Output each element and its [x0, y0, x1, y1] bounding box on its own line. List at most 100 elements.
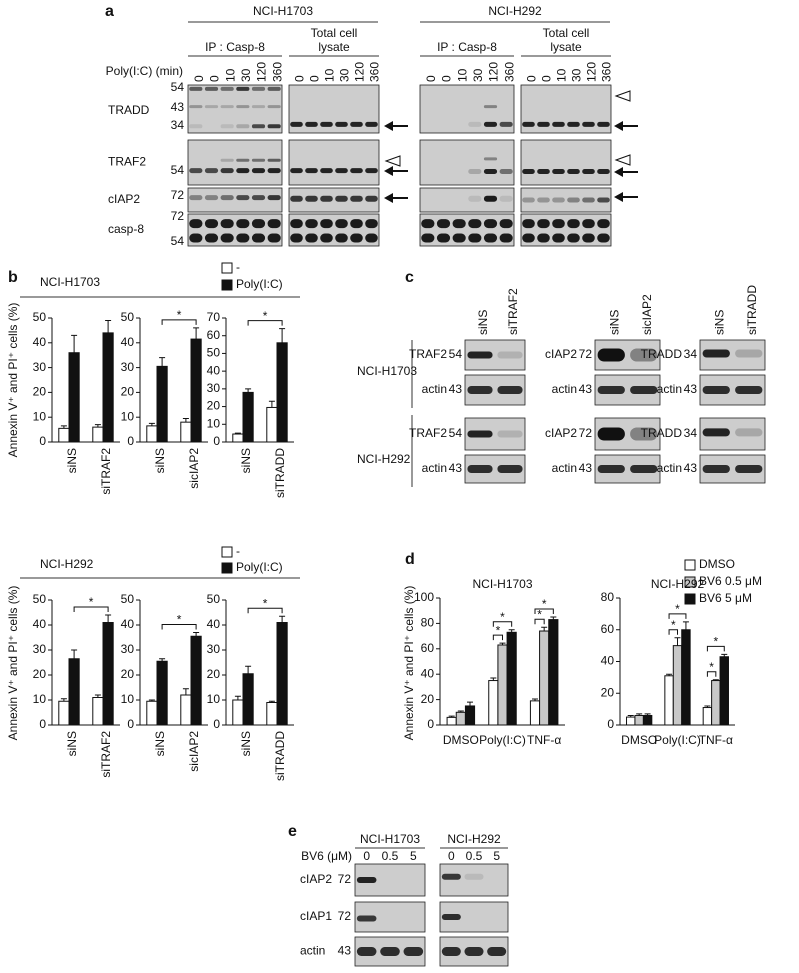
protein-label: casp-8	[108, 222, 144, 236]
bar	[719, 656, 729, 726]
y-tick-label: 60	[421, 641, 435, 655]
band	[267, 158, 281, 162]
blot	[288, 187, 380, 213]
band	[350, 121, 363, 127]
band	[320, 195, 333, 202]
band	[267, 233, 281, 243]
chart-title: NCI-H1703	[472, 577, 532, 591]
significance-bracket	[706, 671, 717, 677]
band	[305, 195, 318, 202]
y-tick-label: 40	[33, 335, 47, 349]
x-tick-label: Poly(I:C)	[654, 733, 701, 747]
blot	[520, 139, 612, 186]
significance-bracket	[492, 634, 503, 641]
band	[522, 197, 535, 203]
y-tick-label: 10	[33, 692, 47, 706]
bar	[232, 433, 244, 443]
mw-marker: 54	[171, 80, 185, 94]
mw-marker: 54	[449, 426, 463, 440]
x-tick-label: siNS	[239, 448, 253, 473]
bar	[681, 629, 691, 726]
group-label: Total cell	[311, 26, 358, 40]
band	[220, 168, 234, 174]
band	[236, 219, 250, 229]
band	[204, 168, 219, 174]
band	[630, 348, 658, 362]
legend-swatch	[684, 559, 696, 571]
significance-bracket	[534, 618, 545, 625]
error-bar	[245, 388, 252, 393]
band	[267, 124, 281, 129]
bar	[180, 421, 192, 443]
error-bar	[508, 629, 515, 633]
band	[365, 168, 378, 174]
band	[735, 386, 763, 394]
significance-bracket	[492, 621, 513, 627]
lane-label: 0	[293, 75, 307, 82]
legend-swatch	[221, 546, 233, 558]
y-tick-label: 0	[427, 717, 434, 731]
band	[537, 233, 550, 243]
band	[467, 386, 493, 394]
legend-label: DMSO	[699, 557, 735, 571]
bar	[146, 425, 158, 443]
y-tick-label: 30	[207, 381, 221, 395]
error-bar	[712, 679, 719, 681]
y-tick-label: 70	[207, 310, 221, 324]
band	[320, 233, 333, 243]
protein-label: cIAP2	[300, 872, 332, 886]
mw-marker: 72	[338, 872, 352, 886]
mw-marker: 54	[449, 347, 463, 361]
band	[467, 351, 493, 359]
y-tick-label: 30	[33, 360, 47, 374]
significance-bracket	[161, 624, 197, 630]
band	[630, 427, 658, 441]
band	[487, 947, 507, 956]
x-tick-label: siTRAF2	[99, 448, 113, 495]
band	[236, 168, 250, 174]
significance-bracket	[161, 319, 197, 325]
lane-label: sicIAP2	[640, 294, 654, 335]
band	[350, 168, 363, 174]
lane-label: siNS	[712, 310, 726, 335]
band	[305, 233, 318, 243]
arrow-head	[614, 121, 623, 131]
band	[320, 168, 333, 174]
mw-marker: 72	[579, 347, 593, 361]
bar	[92, 426, 104, 443]
band	[552, 197, 565, 203]
band	[537, 121, 550, 127]
band	[597, 219, 610, 229]
bar	[446, 716, 457, 726]
significance-bracket	[706, 645, 725, 652]
protein-label: TRADD	[641, 426, 683, 440]
y-tick-label: 30	[121, 360, 135, 374]
bar	[634, 714, 644, 726]
error-bar	[71, 649, 78, 659]
bar	[58, 427, 70, 443]
band	[267, 105, 281, 109]
bar	[497, 644, 508, 726]
band	[537, 219, 550, 229]
band	[597, 197, 610, 203]
lane-label: 5	[493, 849, 500, 863]
error-bar	[279, 615, 286, 623]
lane-label: 30	[338, 68, 352, 82]
mw-marker: 43	[579, 461, 593, 475]
y-tick-label: 0	[39, 717, 46, 731]
band	[582, 219, 595, 229]
error-bar	[666, 673, 673, 676]
band	[251, 124, 266, 129]
band	[497, 430, 523, 438]
band	[468, 233, 482, 243]
lane-label: siNS	[476, 310, 490, 335]
x-tick-label: siTRADD	[273, 731, 287, 781]
y-tick-label: 50	[33, 592, 47, 606]
mw-marker: 72	[579, 426, 593, 440]
y-axis-label: Annexin V⁺ and PI⁺ cells (%)	[402, 586, 416, 741]
bar	[190, 338, 202, 443]
band	[567, 233, 580, 243]
lane-label: 10	[223, 68, 237, 82]
y-tick-label: 0	[607, 717, 614, 731]
protein-label: TRADD	[641, 347, 683, 361]
